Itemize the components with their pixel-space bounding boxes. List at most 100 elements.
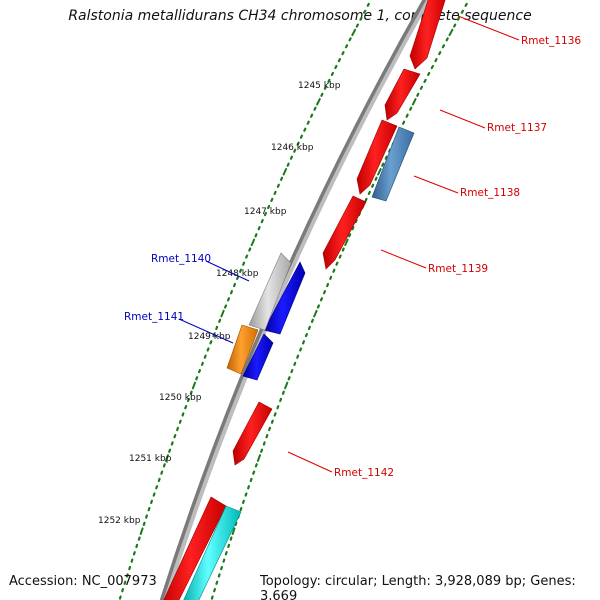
tick-label: 1249 kbp [188,332,231,342]
tick-mark-minor [381,162,385,167]
gene-red-bottom[interactable] [161,496,227,600]
gene-label-rmet-1138[interactable]: Rmet_1138 [460,187,520,199]
tick-mark-minor [137,536,141,541]
tick-mark-major [191,381,196,390]
tick-mark-minor [222,558,226,563]
tick-mark-minor [135,543,139,549]
tick-label: 1250 kbp [159,393,202,403]
tick-mark-minor [384,155,388,160]
tick-mark-minor [287,376,291,381]
tick-mark-minor [239,507,243,512]
gene-rmet-1142[interactable] [232,401,273,466]
tick-mark-minor [252,470,256,475]
gene-rmet-1138-forward[interactable] [356,119,398,195]
tick-mark-major [220,309,225,318]
tick-mark-minor [257,226,261,231]
tick-mark-minor [267,204,271,210]
tick-mark-major [313,309,318,318]
tick-mark-minor [186,397,190,403]
tick-mark-minor [230,290,233,295]
tick-mark-minor [306,120,310,125]
tick-mark-minor [152,492,156,497]
tick-mark-minor [341,247,345,252]
gene-rmet-1139[interactable] [322,195,367,270]
tick-mark-minor [260,448,264,453]
tick-mark-major [344,238,349,247]
tick-mark-minor [160,470,164,475]
tick-mark-minor [268,426,272,432]
tick-mark-minor [329,275,333,280]
tick-mark-major [284,381,289,390]
tick-mark-minor [348,233,352,238]
tick-labels: 1245 kbp 1246 kbp 1247 kbp 1248 kbp 1249… [98,81,341,526]
tick-mark-minor [239,268,243,273]
tick-mark-minor [215,580,219,585]
gene-rmet-1136[interactable] [409,0,447,70]
tick-mark-minor [234,521,238,527]
tick-mark-minor [419,85,423,90]
tick-mark-minor [330,71,334,77]
tick-mark-minor [181,412,185,417]
tick-mark-minor [319,297,323,302]
tick-mark-minor [276,405,280,410]
tick-mark-minor [337,57,341,63]
gene-label-rmet-1137[interactable]: Rmet_1137 [487,122,547,134]
tick-mark-minor [286,162,290,167]
gene-cyan-bottom[interactable] [181,505,242,600]
gene-rmet-1138[interactable] [371,126,415,202]
gene-rmet-1141[interactable] [226,324,259,375]
tick-mark-minor [184,405,188,410]
tick-mark-minor [217,573,221,578]
tick-mark-minor [416,92,420,97]
tick-mark-minor [313,106,317,111]
tick-mark-minor [198,369,201,374]
tick-mark-minor [118,595,122,600]
tick-mark-minor [227,543,231,549]
tick-mark-minor [453,23,457,28]
tick-mark-minor [176,426,179,432]
tick-mark-minor [203,354,207,359]
gene-label-rmet-1140[interactable]: Rmet_1140 [151,253,211,265]
tick-mark-minor [299,134,303,139]
gene-rmet-1140[interactable] [248,252,292,331]
tick-mark-minor [145,514,148,519]
gene-label-rmet-1142[interactable]: Rmet_1142 [334,467,394,479]
tick-mark-major [250,238,256,247]
tick-mark-minor [374,176,378,181]
tick-mark-minor [279,397,283,403]
tick-mark-minor [280,176,284,181]
tick-mark-major [448,28,454,37]
tick-mark-minor [242,499,245,504]
tick-mark-minor [296,141,300,146]
tick-mark-minor [303,127,307,132]
tick-dots-right [210,0,470,600]
tick-mark-minor [307,325,311,331]
leader-rmet-1140 [205,260,250,282]
tick-mark-major [377,168,382,176]
topology-text: Topology: circular; Length: 3,928,089 bp… [260,574,576,600]
gene-label-rmet-1139[interactable]: Rmet_1139 [428,263,488,275]
gene-label-rmet-1136[interactable]: Rmet_1136 [521,35,581,47]
tick-mark-minor [332,268,336,273]
gene-rmet-1137[interactable] [384,68,421,121]
tick-mark-minor [162,463,166,468]
tick-mark-minor [130,558,134,563]
tick-mark-minor [464,2,468,7]
tick-mark-minor [348,37,352,42]
tick-mark-minor [409,106,413,111]
tick-mark-minor [173,434,177,439]
tick-mark-minor [147,507,151,512]
tick-label: 1251 kbp [129,454,172,464]
gene-rmet-1140-reverse[interactable] [263,261,306,335]
tick-mark-minor [270,419,274,424]
tick-mark-minor [213,587,216,593]
tick-mark-minor [233,282,236,288]
tick-label: 1252 kbp [98,516,141,526]
gene-rmet-1141-reverse[interactable] [242,333,274,381]
tick-mark-minor [320,92,324,97]
gene-label-rmet-1141[interactable]: Rmet_1141 [124,311,184,323]
tick-mark-minor [209,340,213,345]
tick-mark-minor [170,441,174,446]
tick-mark-minor [142,521,146,527]
